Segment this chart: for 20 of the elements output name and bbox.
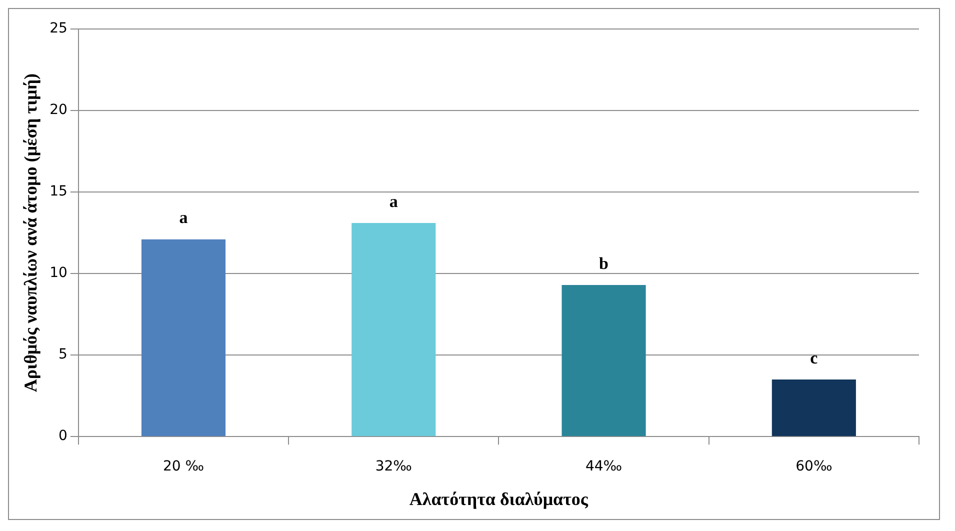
annotation: a bbox=[179, 208, 188, 228]
bar bbox=[352, 223, 436, 436]
x-tick-label: 60‰ bbox=[796, 458, 832, 475]
bar bbox=[772, 380, 856, 436]
bar bbox=[562, 284, 646, 436]
y-tick-label: 5 bbox=[58, 346, 68, 363]
x-tick-label: 44‰ bbox=[585, 458, 622, 475]
x-axis-title: Αλατότητα διαλύματος bbox=[409, 488, 588, 509]
y-axis-title: Αριθμός ναυπλίων ανά άτομο (μέση τιμή) bbox=[20, 73, 40, 392]
y-tick-label: 0 bbox=[58, 428, 68, 444]
y-tick-label: 15 bbox=[50, 184, 68, 200]
x-tick-label: 32‰ bbox=[375, 458, 412, 475]
x-tick-label: 20 ‰ bbox=[162, 458, 204, 475]
annotation: a bbox=[389, 192, 398, 211]
y-tick-label: 20 bbox=[50, 102, 68, 118]
y-tick-label: 10 bbox=[50, 265, 68, 282]
annotation: b bbox=[599, 254, 609, 273]
y-tick-label: 25 bbox=[50, 20, 68, 37]
annotation: c bbox=[810, 348, 818, 368]
bar bbox=[141, 239, 226, 436]
